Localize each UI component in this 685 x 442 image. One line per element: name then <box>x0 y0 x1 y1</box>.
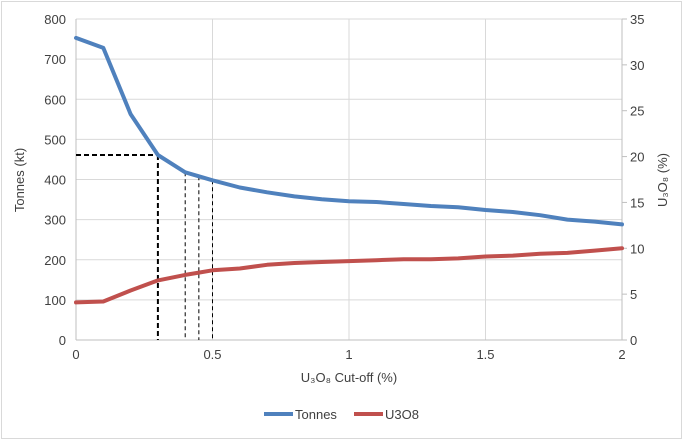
guide-lines <box>76 154 213 340</box>
y-tick-label: 300 <box>44 213 66 228</box>
y2-tick-label: 5 <box>630 287 637 302</box>
series-line-u3o8 <box>74 246 624 305</box>
y-tick-label: 500 <box>44 132 66 147</box>
y-tick-label: 400 <box>44 173 66 188</box>
y2-tick-label: 10 <box>630 241 644 256</box>
x-tick-label: 0 <box>72 347 79 362</box>
y-tick-label: 700 <box>44 52 66 67</box>
y2-axis-title: U₃O₈ (%) <box>655 153 670 207</box>
legend-label-tonnes: Tonnes <box>295 407 337 422</box>
x-axis-title: U₃O₈ Cut-off (%) <box>301 370 397 385</box>
legend-label-u3o8: U3O8 <box>385 407 419 422</box>
x-tick-label: 2 <box>618 347 625 362</box>
gridlines <box>75 18 627 341</box>
x-tick-label: 1 <box>345 347 352 362</box>
series-lines <box>74 35 624 305</box>
series-line-tonnes <box>74 35 624 227</box>
y2-tick-label: 30 <box>630 58 644 73</box>
y2-tick-label: 0 <box>630 333 637 348</box>
x-tick-label: 0.5 <box>203 347 221 362</box>
legend: Tonnes U3O8 <box>264 407 419 422</box>
y2-tick-label: 20 <box>630 150 644 165</box>
x-tick-label: 1.5 <box>476 347 494 362</box>
y-tick-label: 100 <box>44 293 66 308</box>
y-tick-label: 800 <box>44 12 66 27</box>
y2-tick-label: 35 <box>630 12 644 27</box>
y-tick-label: 0 <box>59 333 66 348</box>
y2-tick-label: 25 <box>630 104 644 119</box>
y-tick-label: 200 <box>44 253 66 268</box>
y2-tick-label: 15 <box>630 195 644 210</box>
y-tick-label: 600 <box>44 92 66 107</box>
y-axis-title: Tonnes (kt) <box>12 148 27 212</box>
